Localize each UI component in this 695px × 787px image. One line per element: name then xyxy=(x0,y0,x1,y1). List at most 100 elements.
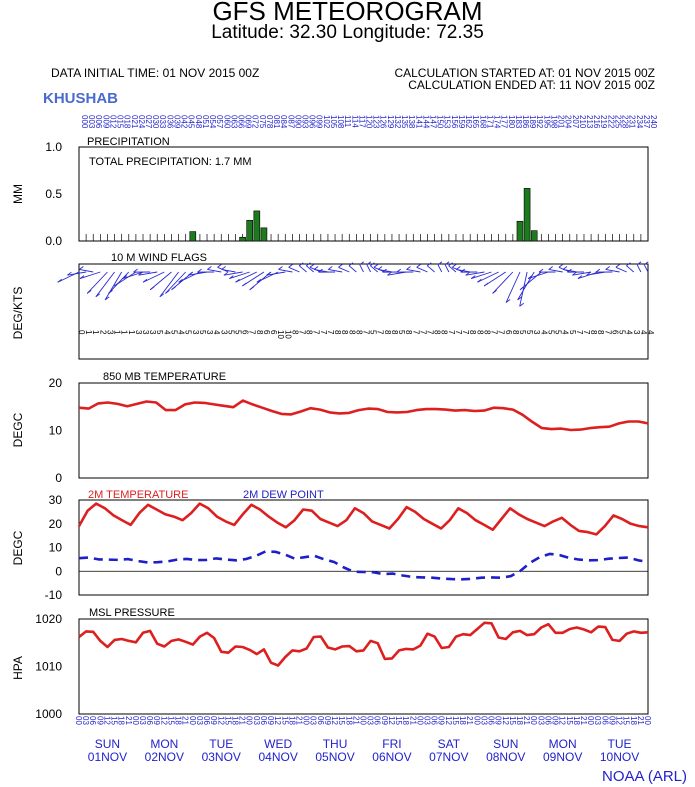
forecast-hour-label: 225 xyxy=(613,115,622,129)
wind-barb-feather xyxy=(159,293,165,298)
utc-hour-label: 06 xyxy=(259,716,268,725)
wind-barb-feather xyxy=(108,290,113,294)
wind-barb-feather xyxy=(377,266,383,270)
utc-hour-label: 09 xyxy=(266,716,275,725)
wind-panel xyxy=(78,263,649,360)
forecast-hour-label: 009 xyxy=(101,115,110,129)
wind-barb-staff xyxy=(437,264,443,273)
forecast-hour-label: 189 xyxy=(528,115,537,129)
forecast-hour-label: 201 xyxy=(557,115,566,129)
day-of-week-label: WED xyxy=(264,737,292,751)
forecast-hour-label: 084 xyxy=(279,115,288,129)
wind-barb-feather xyxy=(505,299,511,303)
utc-hour-label: 15 xyxy=(110,716,119,725)
forecast-hour-label: 228 xyxy=(621,115,630,129)
utc-hour-label: 15 xyxy=(223,716,232,725)
forecast-hour-label: 033 xyxy=(158,115,167,129)
forecast-hour-label: 153 xyxy=(443,115,452,129)
data-initial-time: DATA INITIAL TIME: 01 NOV 2015 00Z xyxy=(51,66,260,80)
wind-barb-feather xyxy=(605,266,610,270)
forecast-hour-label: 060 xyxy=(222,115,231,129)
utc-hour-label: 15 xyxy=(394,716,403,725)
wind-speed-label: 7 xyxy=(454,330,463,335)
utc-hour-label: 15 xyxy=(280,716,289,725)
utc-hour-label: 18 xyxy=(458,716,467,725)
forecast-hour-label: 216 xyxy=(592,115,601,129)
wind-barb-feather xyxy=(188,271,193,276)
utc-hour-label: 00 xyxy=(302,716,311,725)
wind-barb-feather xyxy=(615,263,621,268)
wind-barb-staff xyxy=(159,271,179,298)
utc-hour-label: 21 xyxy=(351,716,360,725)
wind-barb-staff xyxy=(465,271,485,276)
wind-speed-label: 7 xyxy=(319,330,328,335)
forecast-hour-label: 066 xyxy=(236,115,245,129)
calculation-ended: CALCULATION ENDED AT: 11 NOV 2015 00Z xyxy=(408,78,655,92)
forecast-hour-label: 051 xyxy=(201,115,210,129)
forecast-hour-label: 048 xyxy=(194,115,203,129)
forecast-hour-label: 198 xyxy=(549,115,558,129)
wind-speed-label: 5 xyxy=(155,330,164,335)
wind-barb-staff xyxy=(306,265,315,273)
wind-barb-staff xyxy=(359,264,364,273)
wind-barb-feather xyxy=(165,290,170,294)
forecast-hour-label: 078 xyxy=(265,115,274,129)
wind-barb-feather xyxy=(470,275,476,279)
wind-speed-label: 6 xyxy=(241,330,250,335)
wind-barb-feather xyxy=(223,271,229,276)
wind-barb-feather xyxy=(519,302,524,307)
wind-speed-label: 8 xyxy=(390,330,399,335)
wind-barb-feather xyxy=(138,271,143,276)
precip-bar xyxy=(523,188,531,242)
day-of-week-label: MON xyxy=(150,737,178,751)
wind-barb-feather xyxy=(309,263,315,268)
dewpoint-line xyxy=(78,550,649,581)
forecast-hour-label: 180 xyxy=(507,115,516,129)
wind-speed-label: 5 xyxy=(525,330,534,335)
forecast-hour-label: 093 xyxy=(300,115,309,129)
wind-barb-feather xyxy=(370,262,375,267)
utc-hour-label: 15 xyxy=(337,716,346,725)
utc-hour-label: 12 xyxy=(444,716,453,725)
wind-barb-feather xyxy=(318,268,323,273)
total-precipitation-annotation: TOTAL PRECIPITATION: 1.7 MM xyxy=(89,156,252,168)
wind-speed-label: 7 xyxy=(297,330,306,335)
precip-bar xyxy=(253,210,261,242)
pressure-title: MSL PRESSURE xyxy=(89,607,175,619)
utc-hour-label: 12 xyxy=(615,716,624,725)
wind-barb-staff xyxy=(572,271,592,276)
utc-hour-label: 12 xyxy=(501,716,510,725)
wind-barb-staff xyxy=(338,266,350,273)
wind-speed-label: 4 xyxy=(162,330,171,335)
wind-speed-label: 5 xyxy=(554,330,563,335)
forecast-hour-label: 054 xyxy=(208,115,217,129)
wind-speed-label: 8 xyxy=(333,330,342,335)
wind-speed-label: 8 xyxy=(354,330,363,335)
forecast-hour-label: 210 xyxy=(578,115,587,129)
forecast-hour-label: 000 xyxy=(80,115,89,129)
wind-speed-label: 8 xyxy=(482,330,491,335)
wind-barb-feather xyxy=(538,268,544,273)
wind-speed-label: 8 xyxy=(340,330,349,335)
wind-barb-feather xyxy=(586,271,591,276)
wind-barb-staff xyxy=(416,266,428,273)
utc-hour-label: 21 xyxy=(124,716,133,725)
forecast-hour-label: 231 xyxy=(628,115,637,129)
wind-speed-label: 6 xyxy=(262,330,271,335)
wind-barb-staff xyxy=(235,271,258,283)
wind-speed-label: 7 xyxy=(575,330,584,335)
wind-speed-label: 3 xyxy=(205,330,214,335)
forecast-hour-label: 075 xyxy=(258,115,267,129)
wind-barb-staff xyxy=(288,266,300,273)
wind-barb-staff xyxy=(505,271,521,303)
wind-barb-feather xyxy=(348,262,354,267)
utc-hour-label: 18 xyxy=(230,716,239,725)
wind-barb-feather xyxy=(527,275,533,279)
utc-hour-label: 21 xyxy=(238,716,247,725)
wind-speed-label: 4 xyxy=(212,330,221,335)
wind-speed-label: 8 xyxy=(475,330,484,335)
utc-hour-label: 18 xyxy=(174,716,183,725)
forecast-hour-label: 174 xyxy=(493,115,502,129)
wind-barb-feather xyxy=(57,278,62,283)
wind-speed-label: 0 xyxy=(77,330,86,335)
